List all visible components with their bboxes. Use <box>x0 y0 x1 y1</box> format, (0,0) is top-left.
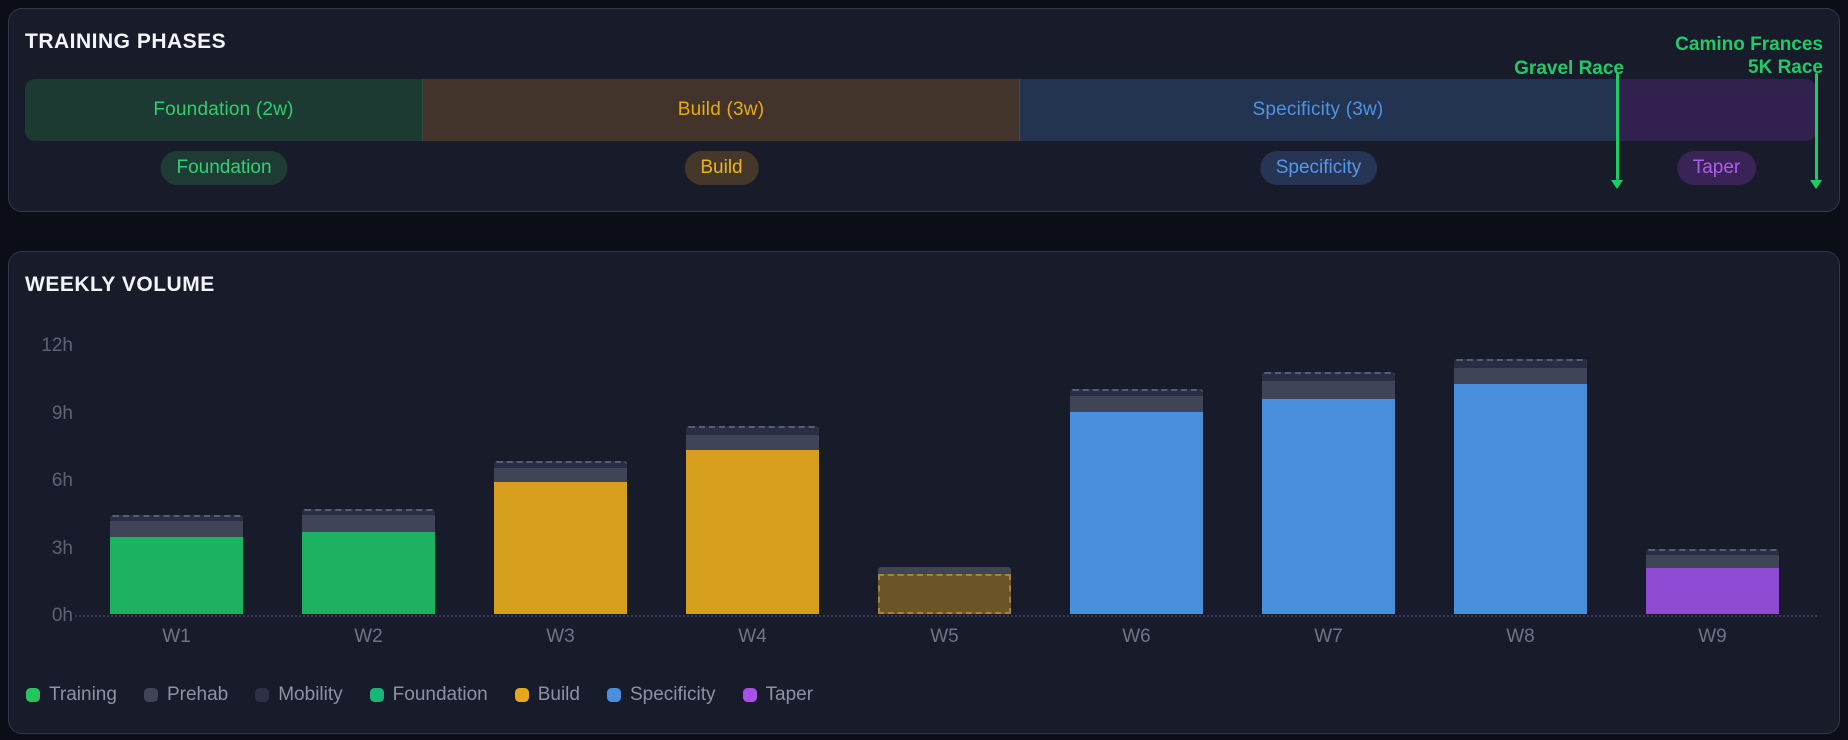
legend-label: Build <box>537 684 580 705</box>
segment-training <box>1070 412 1203 614</box>
training-phases-title: TRAINING PHASES <box>25 30 227 53</box>
race-marker-label: Camino Frances 5K Race <box>1675 33 1823 79</box>
segment-mobility <box>110 515 243 522</box>
segment-prehab <box>494 468 627 482</box>
legend-label: Specificity <box>629 684 716 705</box>
volume-bar-w6[interactable] <box>1070 388 1203 614</box>
legend-item-mobility[interactable]: Mobility <box>255 684 343 706</box>
segment-training <box>686 450 819 614</box>
segment-mobility <box>1070 388 1203 396</box>
phase-segment-foundation[interactable]: Foundation (2w) <box>25 79 423 141</box>
x-axis-baseline <box>75 615 1817 617</box>
weekly-volume-title: WEEKLY VOLUME <box>25 273 215 296</box>
race-marker-arrow-icon <box>1810 180 1822 189</box>
segment-mobility <box>1454 358 1587 368</box>
x-label-w2: W2 <box>354 626 383 647</box>
volume-bar-w2[interactable] <box>302 508 435 614</box>
race-marker-label-line: Gravel Race <box>1514 58 1624 79</box>
volume-bar-w4[interactable] <box>686 425 819 614</box>
phase-segment-build[interactable]: Build (3w) <box>423 79 1020 141</box>
segment-mobility <box>302 508 435 516</box>
legend-swatch-icon <box>255 688 270 702</box>
legend-item-foundation[interactable]: Foundation <box>369 684 488 706</box>
phase-timeline-bar: Foundation (2w) Build (3w) Specificity (3w… <box>25 79 1816 141</box>
legend-swatch-icon <box>514 688 529 702</box>
legend-item-training[interactable]: Training <box>26 684 117 706</box>
legend-swatch-icon <box>606 688 621 702</box>
legend-label: Training <box>49 684 117 705</box>
volume-bar-w5[interactable] <box>878 566 1011 614</box>
x-label-w8: W8 <box>1506 626 1535 647</box>
y-tick-0h: 0h <box>51 605 73 626</box>
segment-training <box>110 536 243 614</box>
x-label-w4: W4 <box>738 626 767 647</box>
legend-label: Taper <box>765 684 814 705</box>
phase-segment-taper[interactable] <box>1617 79 1816 141</box>
segment-prehab <box>302 515 435 533</box>
legend-swatch-icon <box>26 688 40 702</box>
legend-item-taper[interactable]: Taper <box>742 684 814 706</box>
race-marker-label-line: Camino Frances <box>1675 34 1823 55</box>
phase-badge-taper: Taper <box>1676 151 1757 185</box>
legend-label: Prehab <box>166 684 229 705</box>
training-phases-panel: TRAINING PHASES Foundation (2w) Build (3w… <box>8 8 1840 212</box>
legend-swatch-icon <box>143 688 158 702</box>
legend-label: Mobility <box>278 684 343 705</box>
segment-prehab <box>1454 367 1587 385</box>
x-label-w1: W1 <box>162 626 191 647</box>
volume-bar-w9[interactable] <box>1646 549 1779 614</box>
y-tick-9h: 9h <box>51 402 73 424</box>
segment-prehab <box>878 566 1011 574</box>
legend-label: Foundation <box>392 684 488 705</box>
segment-prehab <box>1070 395 1203 413</box>
weekly-volume-panel: WEEKLY VOLUME 12h 9h 6h 3h 0h W1 W2 W3 W4 W5 W6 W7… <box>8 251 1840 734</box>
segment-prehab <box>110 521 243 537</box>
y-tick-12h: 12h <box>41 335 73 356</box>
x-label-w6: W6 <box>1122 626 1151 647</box>
y-tick-6h: 6h <box>51 470 73 491</box>
segment-prehab <box>1262 381 1395 399</box>
y-tick-3h: 3h <box>51 537 73 559</box>
segment-training <box>878 573 1011 614</box>
race-marker-line-1 <box>1814 73 1818 180</box>
volume-bar-w8[interactable] <box>1454 358 1587 614</box>
segment-training <box>302 532 435 614</box>
segment-training <box>1454 384 1587 614</box>
volume-bar-w7[interactable] <box>1262 372 1395 614</box>
phase-badge-foundation: Foundation <box>160 151 288 185</box>
phase-badge-build: Build <box>684 151 759 185</box>
segment-prehab <box>1646 554 1779 569</box>
legend-swatch-icon <box>369 688 384 702</box>
segment-training <box>1262 398 1395 614</box>
segment-training <box>1646 568 1779 614</box>
segment-mobility <box>1646 549 1779 555</box>
phase-segment-specificity[interactable]: Specificity (3w) <box>1020 79 1617 141</box>
x-label-w3: W3 <box>546 626 575 647</box>
phase-badge-specificity: Specificity <box>1259 151 1378 185</box>
race-marker-label-line: 5K Race <box>1748 57 1823 78</box>
x-label-w7: W7 <box>1314 626 1343 647</box>
legend-item-specificity[interactable]: Specificity <box>606 684 716 706</box>
race-marker-label: Gravel Race <box>1514 57 1624 80</box>
segment-mobility <box>686 425 819 435</box>
volume-bar-w1[interactable] <box>110 515 243 614</box>
race-marker-arrow-icon <box>1611 180 1623 189</box>
legend-swatch-icon <box>742 688 757 702</box>
segment-training <box>494 481 627 614</box>
segment-prehab <box>686 434 819 451</box>
segment-mobility <box>1262 372 1395 382</box>
legend-item-build[interactable]: Build <box>514 684 580 706</box>
segment-mobility <box>494 460 627 469</box>
legend-item-prehab[interactable]: Prehab <box>143 684 229 706</box>
volume-bar-w3[interactable] <box>494 460 627 614</box>
x-label-w9: W9 <box>1698 626 1727 647</box>
x-label-w5: W5 <box>930 626 959 647</box>
chart-legend: Training Prehab Mobility Foundation Build Spe… <box>26 684 813 706</box>
race-marker-line-0 <box>1615 73 1619 180</box>
